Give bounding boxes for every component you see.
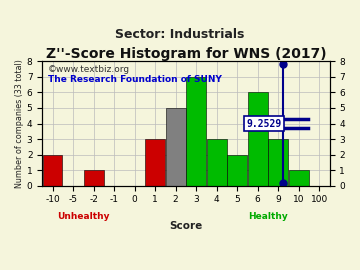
Text: Sector: Industrials: Sector: Industrials [115,28,245,41]
Bar [268,139,288,185]
Bar [145,139,165,185]
Bar [42,154,63,185]
Text: ©www.textbiz.org: ©www.textbiz.org [48,65,130,74]
Text: Unhealthy: Unhealthy [57,212,109,221]
Bar [166,108,186,185]
Bar [84,170,104,185]
Bar [207,139,227,185]
Text: The Research Foundation of SUNY: The Research Foundation of SUNY [48,75,222,84]
Text: 9.2529: 9.2529 [246,119,281,129]
Title: Z''-Score Histogram for WNS (2017): Z''-Score Histogram for WNS (2017) [46,48,326,61]
X-axis label: Score: Score [169,221,203,231]
Bar [186,77,206,185]
Y-axis label: Number of companies (33 total): Number of companies (33 total) [15,59,24,188]
Bar [289,170,309,185]
Bar [248,92,268,185]
Bar [227,154,247,185]
Text: Healthy: Healthy [248,212,288,221]
